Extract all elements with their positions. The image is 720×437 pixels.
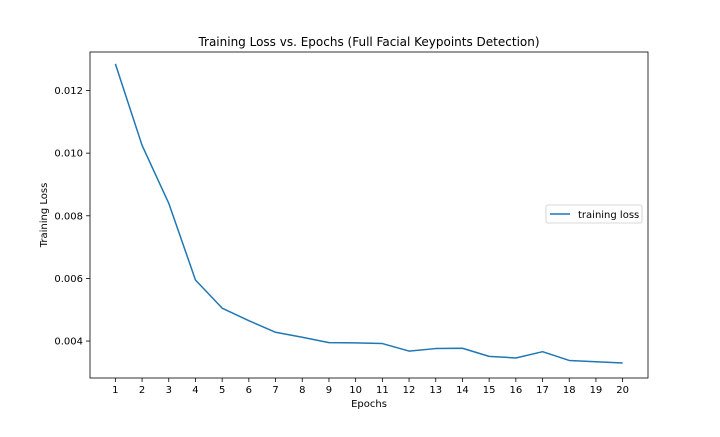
x-axis-label: Epochs [351, 399, 387, 410]
series-line-training-loss [114, 63, 623, 364]
x-tick-label: 9 [326, 385, 332, 396]
x-tick-label: 16 [509, 385, 522, 396]
x-tick-label: 14 [456, 385, 469, 396]
x-tick-label: 5 [219, 385, 225, 396]
x-tick-label: 4 [192, 385, 198, 396]
x-tick-label: 10 [349, 385, 362, 396]
x-tick-label: 20 [616, 385, 629, 396]
y-tick-label: 0.006 [54, 274, 83, 285]
x-tick-label: 8 [299, 385, 305, 396]
chart-title: Training Loss vs. Epochs (Full Facial Ke… [197, 35, 539, 49]
x-tick-label: 6 [246, 385, 252, 396]
x-tick-label: 19 [590, 385, 603, 396]
x-tick-label: 15 [483, 385, 496, 396]
x-tick-label: 11 [376, 385, 389, 396]
x-tick-label: 18 [563, 385, 576, 396]
x-axis: 1 2 3 4 5 6 7 8 9 10 11 12 13 14 15 16 17 18 19 20 [112, 378, 629, 396]
plot-area-frame [89, 51, 649, 379]
x-tick-label: 1 [112, 385, 118, 396]
y-tick-label: 0.004 [54, 337, 83, 348]
x-tick-label: 2 [139, 385, 145, 396]
legend: training loss [545, 204, 643, 224]
y-axis-label: Training Loss [39, 183, 50, 249]
x-tick-label: 13 [429, 385, 442, 396]
series-layer [114, 63, 623, 364]
y-tick-label: 0.012 [54, 86, 83, 97]
x-tick-label: 3 [166, 385, 172, 396]
y-tick-label: 0.010 [54, 149, 83, 160]
y-tick-label: 0.008 [54, 211, 83, 222]
legend-box [545, 204, 643, 224]
x-tick-label: 7 [272, 385, 278, 396]
legend-label-training-loss: training loss [578, 210, 639, 221]
x-tick-label: 12 [403, 385, 416, 396]
x-tick-label: 17 [536, 385, 549, 396]
y-axis: 0.004 0.006 0.008 0.010 0.012 [54, 86, 90, 348]
